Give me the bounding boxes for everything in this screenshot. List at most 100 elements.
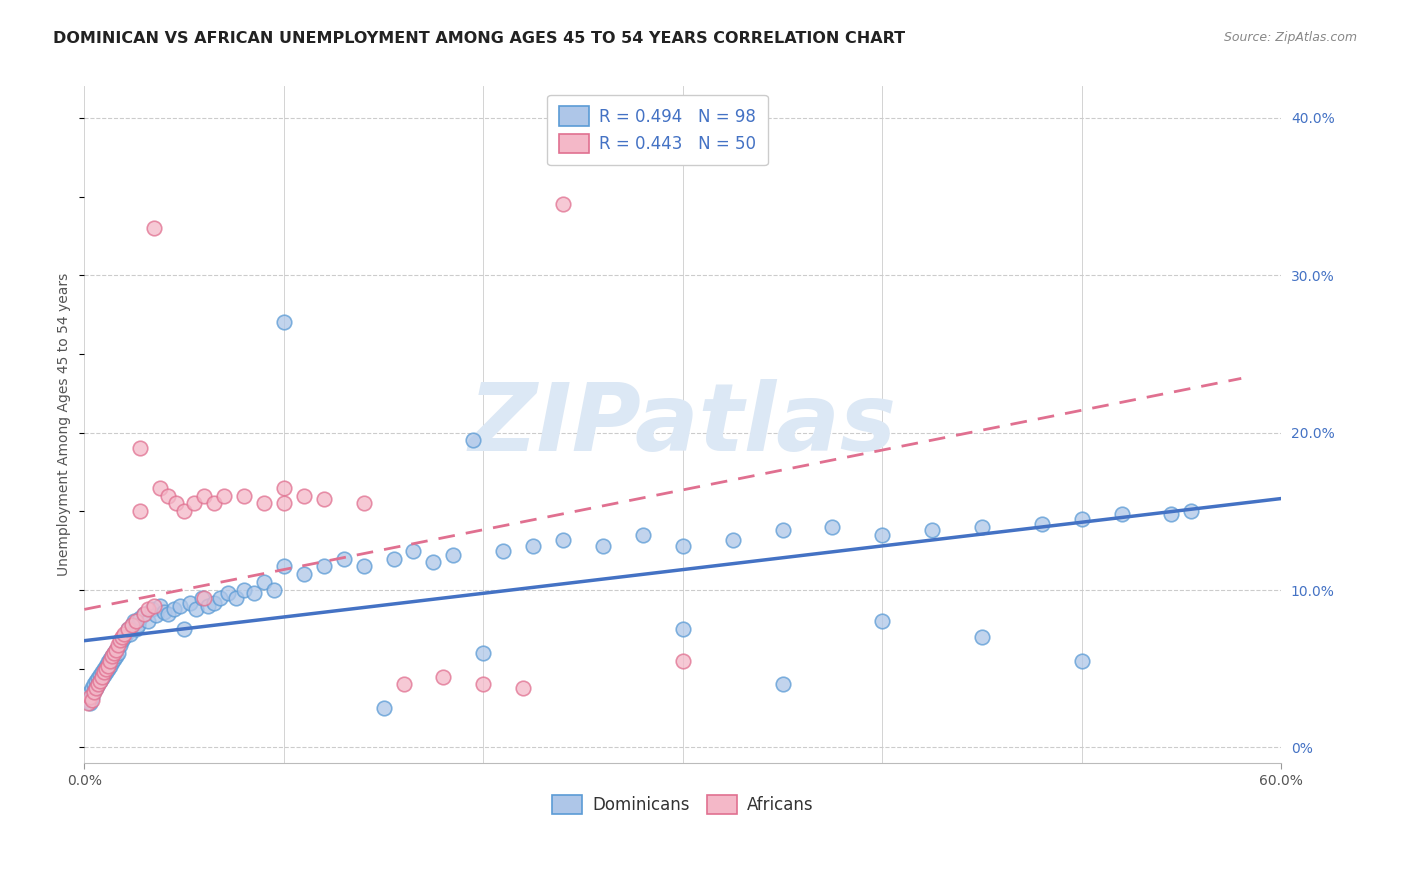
Point	[273, 496, 295, 510]
Point	[96, 662, 118, 676]
Point	[184, 602, 207, 616]
Point	[127, 617, 149, 632]
Point	[110, 638, 132, 652]
Point	[111, 630, 134, 644]
Point	[86, 674, 108, 689]
Point	[125, 615, 148, 629]
Point	[173, 504, 195, 518]
Point	[79, 690, 101, 704]
Point	[97, 658, 120, 673]
Point	[512, 681, 534, 695]
Legend: Dominicans, Africans: Dominicans, Africans	[544, 787, 821, 822]
Point	[121, 617, 143, 632]
Point	[107, 638, 129, 652]
Point	[1070, 512, 1092, 526]
Point	[77, 696, 100, 710]
Point	[441, 549, 464, 563]
Point	[101, 649, 124, 664]
Point	[89, 668, 111, 682]
Point	[101, 656, 124, 670]
Point	[97, 656, 120, 670]
Point	[93, 662, 115, 676]
Point	[82, 690, 104, 704]
Point	[149, 481, 172, 495]
Point	[402, 543, 425, 558]
Point	[153, 605, 176, 619]
Point	[492, 543, 515, 558]
Point	[129, 442, 152, 456]
Point	[145, 608, 167, 623]
Point	[79, 696, 101, 710]
Point	[117, 623, 139, 637]
Point	[202, 596, 225, 610]
Point	[136, 615, 159, 629]
Point	[592, 539, 614, 553]
Point	[89, 674, 111, 689]
Point	[208, 591, 231, 605]
Point	[312, 491, 335, 506]
Point	[143, 599, 166, 613]
Point	[97, 662, 120, 676]
Point	[191, 591, 214, 605]
Text: DOMINICAN VS AFRICAN UNEMPLOYMENT AMONG AGES 45 TO 54 YEARS CORRELATION CHART: DOMINICAN VS AFRICAN UNEMPLOYMENT AMONG …	[53, 31, 905, 46]
Point	[1111, 508, 1133, 522]
Point	[110, 633, 132, 648]
Point	[193, 489, 215, 503]
Point	[86, 681, 108, 695]
Point	[112, 627, 135, 641]
Point	[82, 681, 104, 695]
Point	[93, 665, 115, 679]
Point	[96, 658, 118, 673]
Point	[472, 646, 495, 660]
Point	[111, 633, 134, 648]
Point	[197, 599, 219, 613]
Point	[91, 671, 114, 685]
Point	[179, 596, 201, 610]
Point	[86, 681, 108, 695]
Point	[77, 693, 100, 707]
Point	[292, 567, 315, 582]
Point	[183, 496, 205, 510]
Point	[422, 555, 444, 569]
Point	[253, 496, 276, 510]
Point	[551, 197, 574, 211]
Point	[136, 602, 159, 616]
Point	[631, 528, 654, 542]
Point	[143, 221, 166, 235]
Point	[83, 683, 105, 698]
Point	[921, 523, 943, 537]
Point	[98, 658, 121, 673]
Point	[1070, 654, 1092, 668]
Point	[117, 623, 139, 637]
Point	[125, 623, 148, 637]
Point	[122, 615, 145, 629]
Point	[353, 496, 375, 510]
Point	[98, 654, 121, 668]
Point	[79, 685, 101, 699]
Point	[217, 586, 239, 600]
Point	[103, 646, 125, 660]
Point	[96, 665, 118, 679]
Point	[273, 315, 295, 329]
Point	[233, 489, 256, 503]
Point	[115, 627, 138, 641]
Point	[721, 533, 744, 547]
Point	[169, 599, 191, 613]
Point	[273, 559, 295, 574]
Point	[970, 630, 993, 644]
Point	[672, 539, 695, 553]
Point	[87, 677, 110, 691]
Point	[87, 677, 110, 691]
Point	[163, 602, 186, 616]
Point	[772, 523, 794, 537]
Point	[522, 539, 544, 553]
Point	[672, 623, 695, 637]
Point	[89, 674, 111, 689]
Point	[157, 489, 180, 503]
Point	[672, 654, 695, 668]
Point	[141, 602, 163, 616]
Point	[91, 669, 114, 683]
Point	[1180, 504, 1202, 518]
Point	[202, 496, 225, 510]
Point	[173, 623, 195, 637]
